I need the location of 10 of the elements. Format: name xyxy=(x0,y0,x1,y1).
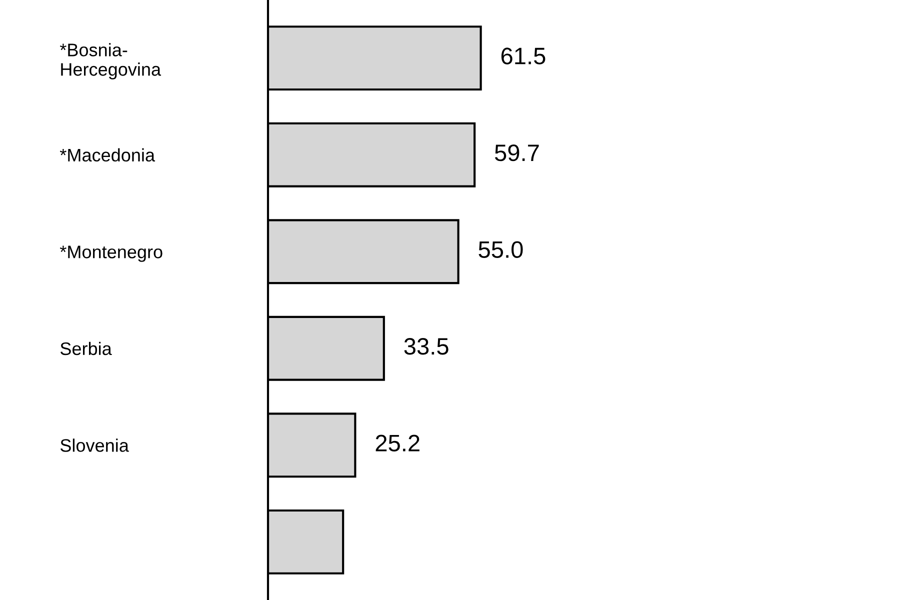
data-label: 33.5 xyxy=(404,338,448,355)
data-label: 25.2 xyxy=(376,434,420,452)
y-tick-label: Slovenia xyxy=(60,438,129,452)
data-label: 59.7 xyxy=(494,144,539,162)
y-tick-label: Serbia xyxy=(60,342,112,356)
data-label: 61.5 xyxy=(501,48,546,64)
y-tick-label: *Bosnia- Hercegovina xyxy=(60,43,162,80)
y-tick-label: *Macedonia xyxy=(60,148,156,162)
data-label: 55.0 xyxy=(478,241,523,258)
y-tick-label: *Montenegro xyxy=(60,246,162,262)
